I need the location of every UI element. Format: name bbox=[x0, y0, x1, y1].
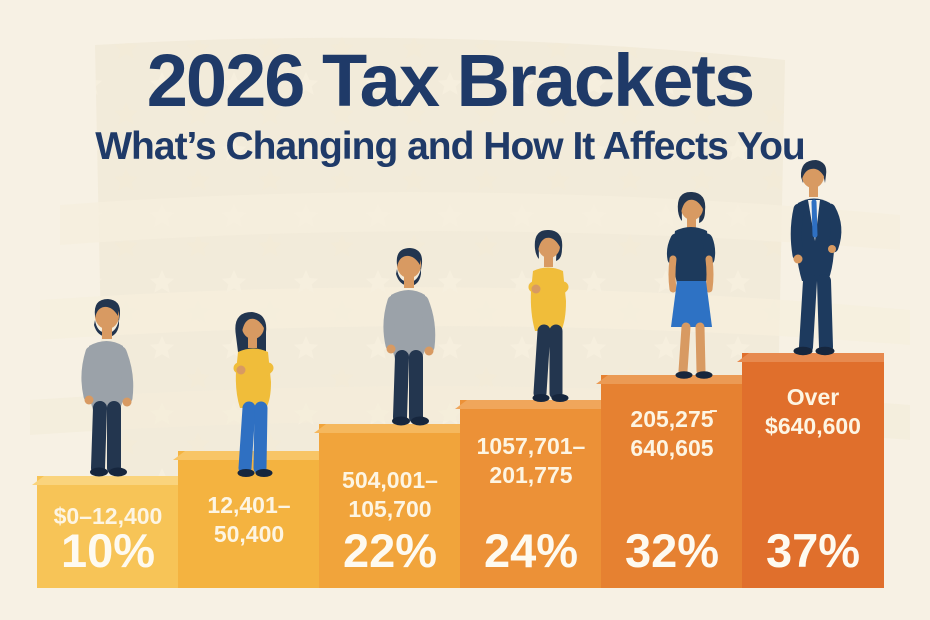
bar-top-face bbox=[596, 375, 743, 384]
bracket-bar-24pct: 1057,701– 201,775 24% bbox=[455, 400, 602, 588]
range-line-1: 12,401– bbox=[207, 492, 291, 518]
bar-top-face bbox=[455, 400, 602, 409]
bar-top-face bbox=[314, 424, 461, 433]
bracket-rate-label: 22% bbox=[342, 524, 438, 577]
range-line-1: $0–12,400 bbox=[53, 503, 163, 529]
bracket-bar-37pct: Over $640,600 37% bbox=[737, 353, 884, 588]
bracket-rate-label: 37% bbox=[765, 524, 861, 577]
range-line-1: 504,001– bbox=[342, 467, 438, 493]
page-title: 2026 Tax Brackets bbox=[146, 39, 755, 122]
bracket-bar-32pct: 205,275̄ 640,605 32% bbox=[596, 375, 743, 588]
bar-top-face bbox=[737, 353, 884, 362]
bracket-range-label: 205,275̄ 640,605 bbox=[601, 405, 743, 463]
range-line-2: 201,775 bbox=[489, 462, 573, 488]
bracket-rate-label: 24% bbox=[483, 524, 579, 577]
person-woman-navy-top-skirt bbox=[666, 191, 716, 379]
bar-top-face bbox=[32, 476, 179, 485]
range-line-2: 105,700 bbox=[348, 496, 432, 522]
range-line-1: Over bbox=[786, 384, 840, 410]
page-subtitle: What’s Changing and How It Affects You bbox=[95, 125, 806, 168]
bracket-range-label: 1057,701– 201,775 bbox=[460, 432, 602, 490]
person-man-gray-sweater-1 bbox=[81, 299, 134, 477]
person-man-gray-sweater-2 bbox=[383, 248, 436, 426]
bracket-range-label: Over $640,600 bbox=[742, 383, 884, 441]
person-businessman-suit bbox=[790, 160, 842, 356]
bracket-bar-22pct: 504,001– 105,700 22% bbox=[314, 424, 461, 588]
bracket-range-label: $0–12,400 bbox=[37, 502, 179, 531]
range-line-2: 50,400 bbox=[213, 521, 285, 547]
range-line-2: $640,600 bbox=[765, 413, 861, 439]
range-line-2: 640,605 bbox=[630, 435, 714, 461]
person-woman-yellow-top-jeans bbox=[233, 312, 274, 477]
bracket-rate-label: 32% bbox=[624, 524, 720, 577]
bracket-rate-label: 10% bbox=[60, 524, 156, 577]
bracket-range-label: 504,001– 105,700 bbox=[319, 466, 461, 524]
range-line-1: 205,275̄ bbox=[630, 406, 714, 432]
heading-block: 2026 Tax Brackets What’s Changing and Ho… bbox=[0, 39, 930, 168]
bracket-bar-10pct: $0–12,400 10% bbox=[32, 476, 179, 588]
bracket-range-label: 12,401– 50,400 bbox=[178, 491, 320, 549]
range-line-1: 1057,701– bbox=[476, 433, 586, 459]
person-woman-yellow-sweater bbox=[528, 229, 569, 402]
